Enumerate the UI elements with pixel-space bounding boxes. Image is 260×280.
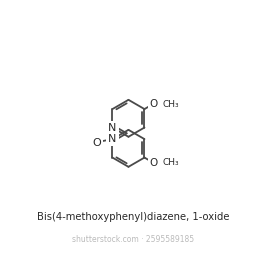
Text: O: O bbox=[149, 158, 157, 167]
Text: shutterstock.com · 2595589185: shutterstock.com · 2595589185 bbox=[72, 235, 194, 244]
Text: O: O bbox=[149, 99, 157, 109]
Text: CH₃: CH₃ bbox=[162, 100, 179, 109]
Text: N: N bbox=[108, 134, 117, 144]
Text: N: N bbox=[108, 123, 117, 132]
Text: Bis(4-methoxyphenyl)diazene, 1-oxide: Bis(4-methoxyphenyl)diazene, 1-oxide bbox=[37, 212, 230, 222]
Text: CH₃: CH₃ bbox=[162, 158, 179, 167]
Text: O: O bbox=[92, 138, 101, 148]
